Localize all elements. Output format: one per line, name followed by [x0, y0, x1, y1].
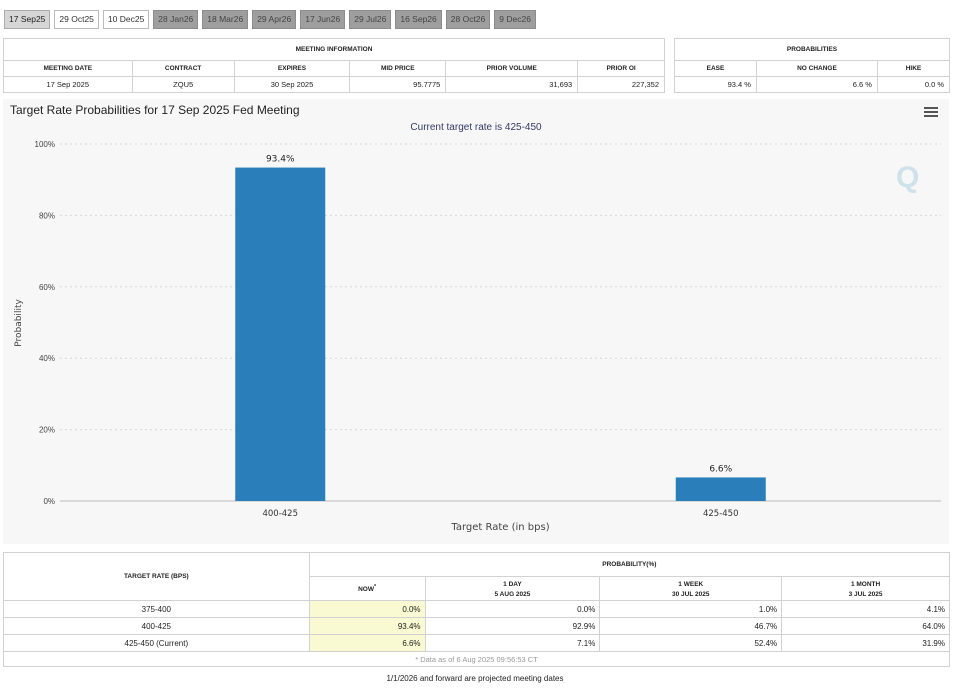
y-tick-label: 60%	[39, 283, 55, 292]
meeting-information-caption: MEETING INFORMATION	[3, 38, 665, 61]
probability-cell: 52.4%	[599, 634, 783, 652]
no-change-value: 6.6 %	[755, 76, 878, 93]
bar-data-label: 93.4%	[266, 155, 295, 165]
y-axis-title: Probability	[14, 299, 24, 347]
y-tick-label: 0%	[43, 497, 55, 506]
probability-column-header: 1 WEEK 30 JUL 2025	[599, 576, 783, 601]
column-footnote-mark: *	[373, 583, 377, 590]
projected-dates-footnote: 1/1/2026 and forward are projected meeti…	[386, 674, 564, 683]
column-label: 1 MONTH	[786, 578, 945, 589]
meeting-tab[interactable]: 17 Sep25	[4, 10, 51, 29]
expires-value: 30 Sep 2025	[233, 76, 351, 93]
quikstrike-logo-icon: Q	[896, 161, 920, 194]
meeting-tab[interactable]: 29 Jul26	[349, 10, 392, 29]
probability-cell: 0.0%	[308, 600, 426, 618]
column-label: NOW*	[314, 583, 421, 594]
chart-title: Target Rate Probabilities for 17 Sep 202…	[10, 103, 300, 117]
header-no-change: NO CHANGE	[755, 60, 878, 77]
chart-svg: 0% 20% 40% 60% 80% 100% 93.4% 400-425 6.6% 425-45…	[14, 140, 941, 533]
probability-cell: 64.0%	[781, 617, 950, 635]
table-row: 400-425 93.4% 92.9% 46.7% 64.0%	[3, 617, 950, 635]
data-timestamp-note: * Data as of 6 Aug 2025 09:56:53 CT	[3, 651, 950, 667]
table-row: 425-450 (Current) 6.6% 7.1% 52.4% 31.9%	[3, 634, 950, 652]
meeting-information-table: MEETING INFORMATION MEETING DATE CONTRAC…	[3, 38, 665, 93]
meeting-tab[interactable]: 16 Sep26	[395, 10, 442, 29]
meeting-tab[interactable]: 29 Oct25	[54, 10, 99, 29]
probability-group-header: PROBABILITY(%)	[308, 552, 951, 577]
y-tick-label: 40%	[39, 354, 55, 363]
meeting-tab[interactable]: 18 Mar26	[202, 10, 249, 29]
target-rate-header: TARGET RATE (BPS)	[3, 552, 310, 601]
y-tick-label: 20%	[39, 426, 55, 435]
chart-menu-icon[interactable]	[924, 107, 938, 119]
probability-cell: 4.1%	[781, 600, 950, 618]
column-date: 30 JUL 2025	[672, 590, 710, 598]
header-prior-oi: PRIOR OI	[577, 60, 665, 77]
bar	[675, 477, 766, 501]
column-date: 3 JUL 2025	[848, 590, 883, 598]
chart-panel: 0% 20% 40% 60% 80% 100% 93.4% 400-425 6.6% 425-45…	[3, 99, 949, 544]
probability-cell: 1.0%	[599, 600, 783, 618]
meeting-tabs: 17 Sep25 29 Oct25 10 Dec25 28 Jan26 18 Mar26…	[4, 10, 536, 30]
chart-subtitle: Current target rate is 425-450	[410, 122, 542, 133]
probability-cell: 0.0%	[424, 600, 601, 618]
column-label-text: 1 MONTH	[850, 581, 881, 589]
header-mid-price: MID PRICE	[349, 60, 447, 77]
target-rate-cell: 375-400	[3, 600, 310, 618]
probability-column-header: 1 DAY 5 AUG 2025	[424, 576, 601, 601]
y-tick-label: 100%	[35, 140, 55, 149]
column-label-text: 1 WEEK	[678, 581, 704, 589]
bar	[235, 167, 326, 501]
header-ease: EASE	[674, 60, 757, 77]
probability-column-header: NOW*	[308, 576, 426, 601]
mid-price-value: 95.7775	[349, 76, 447, 93]
bar-data-label: 6.6%	[709, 464, 732, 474]
column-label: 1 DAY	[430, 578, 596, 589]
meeting-tab[interactable]: 29 Apr26	[252, 10, 297, 29]
meeting-date-value: 17 Sep 2025	[3, 76, 133, 93]
column-label-text: NOW	[358, 586, 374, 594]
probabilities-table: PROBABILITIES EASE NO CHANGE HIKE 93.4 %…	[674, 38, 951, 93]
probability-cell: 46.7%	[599, 617, 783, 635]
meeting-tab[interactable]: 28 Oct26	[445, 10, 491, 29]
header-contract: CONTRACT	[131, 60, 235, 77]
column-label: 1 WEEK	[604, 578, 777, 589]
probability-cell: 6.6%	[308, 634, 426, 652]
probability-history-table: TARGET RATE (BPS) PROBABILITY(%) NOW* 1 D…	[3, 552, 951, 667]
meeting-tab[interactable]: 17 Jun26	[300, 10, 346, 29]
prior-oi-value: 227,352	[577, 76, 665, 93]
probability-cell: 93.4%	[308, 617, 426, 635]
target-rate-cell: 425-450 (Current)	[3, 634, 310, 652]
header-prior-volume: PRIOR VOLUME	[445, 60, 579, 77]
probability-cell: 92.9%	[424, 617, 601, 635]
column-date: 5 AUG 2025	[494, 590, 531, 598]
header-meeting-date: MEETING DATE	[3, 60, 133, 77]
table-row: 375-400 0.0% 0.0% 1.0% 4.1%	[3, 600, 950, 618]
x-axis-title: Target Rate (in bps)	[450, 522, 549, 533]
y-tick-label: 80%	[39, 211, 55, 220]
hike-value: 0.0 %	[876, 76, 951, 93]
x-tick-label: 425-450	[703, 509, 739, 519]
header-expires: EXPIRES	[233, 60, 351, 77]
header-hike: HIKE	[876, 60, 951, 77]
x-tick-label: 400-425	[262, 509, 298, 519]
column-label-text: 1 DAY	[503, 581, 522, 589]
ease-value: 93.4 %	[674, 76, 757, 93]
meeting-tab[interactable]: 10 Dec25	[102, 10, 150, 29]
prior-volume-value: 31,693	[445, 76, 579, 93]
probability-cell: 31.9%	[781, 634, 950, 652]
probability-cell: 7.1%	[424, 634, 601, 652]
meeting-tab[interactable]: 9 Dec26	[494, 10, 536, 29]
target-rate-cell: 400-425	[3, 617, 310, 635]
probabilities-caption: PROBABILITIES	[674, 38, 950, 61]
probability-column-header: 1 MONTH 3 JUL 2025	[781, 576, 950, 601]
meeting-tab[interactable]: 28 Jan26	[153, 10, 199, 29]
contract-value: ZQU5	[131, 76, 235, 93]
